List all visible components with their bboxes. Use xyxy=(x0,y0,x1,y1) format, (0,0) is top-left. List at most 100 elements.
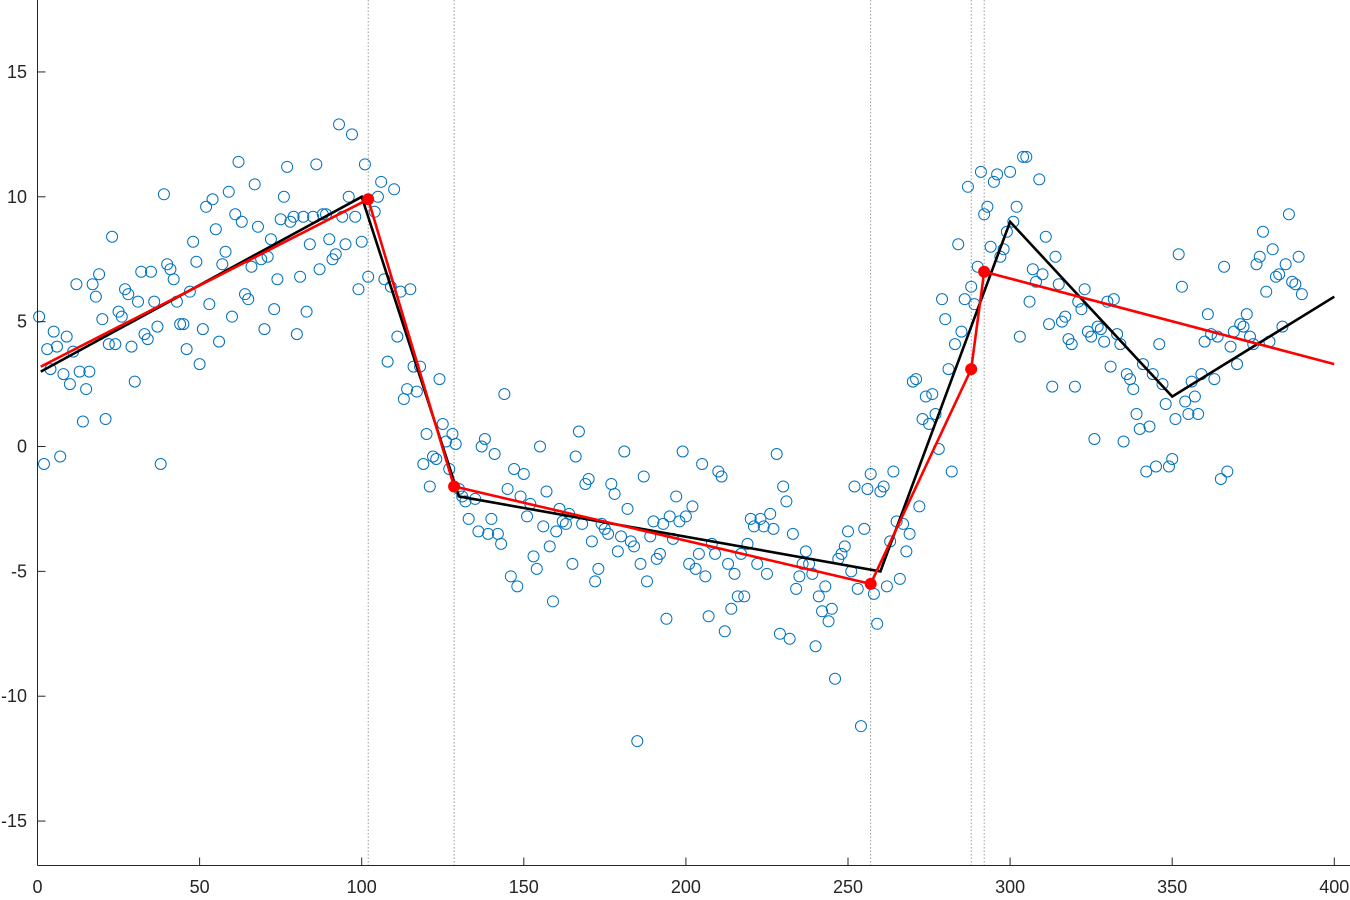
scatter-point xyxy=(70,278,83,291)
scatter-point xyxy=(132,295,145,308)
scatter-point xyxy=(589,575,602,588)
scatter-point xyxy=(1143,420,1156,433)
scatter-point xyxy=(660,612,673,625)
scatter-point xyxy=(858,522,871,535)
scatter-point xyxy=(1078,283,1091,296)
scatter-point xyxy=(290,328,303,341)
scatter-point xyxy=(323,233,336,246)
scatter-point xyxy=(809,640,822,653)
scatter-point xyxy=(478,433,491,446)
scatter-point xyxy=(871,617,884,630)
scatter-point xyxy=(449,438,462,451)
scatter-point xyxy=(783,632,796,645)
scatter-point xyxy=(893,572,906,585)
scatter-point xyxy=(854,720,867,733)
scatter-point xyxy=(60,330,73,343)
scatter-point xyxy=(534,440,547,453)
scatter-point xyxy=(747,520,760,533)
scatter-point xyxy=(582,472,595,485)
scatter-point xyxy=(485,512,498,525)
scatter-point xyxy=(1127,383,1140,396)
scatter-point xyxy=(313,263,326,276)
scatter-point xyxy=(200,200,213,213)
scatter-point xyxy=(294,270,307,283)
scatter-point xyxy=(952,238,965,251)
scatter-point xyxy=(1253,250,1266,263)
scatter-point xyxy=(128,375,141,388)
scatter-point xyxy=(559,517,572,530)
scatter-point xyxy=(692,547,705,560)
scatter-point xyxy=(349,210,362,223)
scatter-point xyxy=(1224,340,1237,353)
scatter-point xyxy=(122,288,135,301)
scatter-point xyxy=(193,358,206,371)
scatter-point xyxy=(835,547,848,560)
scatter-point xyxy=(303,238,316,251)
scatter-point xyxy=(981,200,994,213)
scatter-point xyxy=(799,545,812,558)
scatter-point xyxy=(50,340,63,353)
scatter-point xyxy=(640,575,653,588)
scatter-point xyxy=(653,547,666,560)
scatter-point xyxy=(264,233,277,246)
scatter-point xyxy=(167,273,180,286)
scatter-point xyxy=(984,240,997,253)
scatter-point xyxy=(936,293,949,306)
scatter-point xyxy=(235,215,248,228)
scatter-point xyxy=(611,545,624,558)
y-tick-label: 5 xyxy=(17,312,27,332)
scatter-point xyxy=(1266,243,1279,256)
scatter-point xyxy=(446,428,459,441)
scatter-point xyxy=(550,525,563,538)
x-tick-label: 100 xyxy=(347,877,377,897)
scatter-point xyxy=(1179,395,1192,408)
scatter-point xyxy=(436,418,449,431)
scatter-point xyxy=(226,310,239,323)
scatter-point xyxy=(345,128,358,141)
scatter-point xyxy=(427,450,440,463)
scatter-point xyxy=(880,580,893,593)
scatter-point xyxy=(508,462,521,475)
scatter-point xyxy=(274,213,287,226)
scatter-point xyxy=(1149,460,1162,473)
scatter-point xyxy=(543,540,556,553)
scatter-point xyxy=(757,520,770,533)
scatter-series xyxy=(33,118,1308,748)
scatter-point xyxy=(556,515,569,528)
scatter-point xyxy=(1130,408,1143,421)
scatter-point xyxy=(806,567,819,580)
scatter-point xyxy=(287,210,300,223)
scatter-point xyxy=(1201,308,1214,321)
scatter-point xyxy=(819,580,832,593)
scatter-point xyxy=(793,570,806,583)
scatter-point xyxy=(1198,335,1211,348)
scatter-point xyxy=(1094,323,1107,336)
scatter-point xyxy=(1175,280,1188,293)
scatter-point xyxy=(631,735,644,748)
scatter-point xyxy=(767,522,780,535)
scatter-point xyxy=(430,452,443,465)
scatter-point xyxy=(371,190,384,203)
scatter-point xyxy=(1188,390,1201,403)
x-tick-label: 200 xyxy=(671,877,701,897)
scatter-point xyxy=(816,605,829,618)
scatter-point xyxy=(637,470,650,483)
scatter-point xyxy=(1237,320,1250,333)
scatter-point xyxy=(219,245,232,258)
scatter-point xyxy=(1214,472,1227,485)
scatter-point xyxy=(174,318,187,331)
scatter-point xyxy=(1221,465,1234,478)
scatter-point xyxy=(945,465,958,478)
scatter-point xyxy=(572,425,585,438)
x-tick-label: 150 xyxy=(509,877,539,897)
scatter-point xyxy=(829,672,842,685)
scatter-point xyxy=(786,527,799,540)
scatter-point xyxy=(770,447,783,460)
scatter-point xyxy=(63,378,76,391)
scatter-point xyxy=(864,467,877,480)
scatter-point xyxy=(760,567,773,580)
scatter-point xyxy=(1039,230,1052,243)
scatter-point xyxy=(1000,225,1013,238)
scatter-point xyxy=(1172,248,1185,261)
scatter-point xyxy=(521,510,534,523)
